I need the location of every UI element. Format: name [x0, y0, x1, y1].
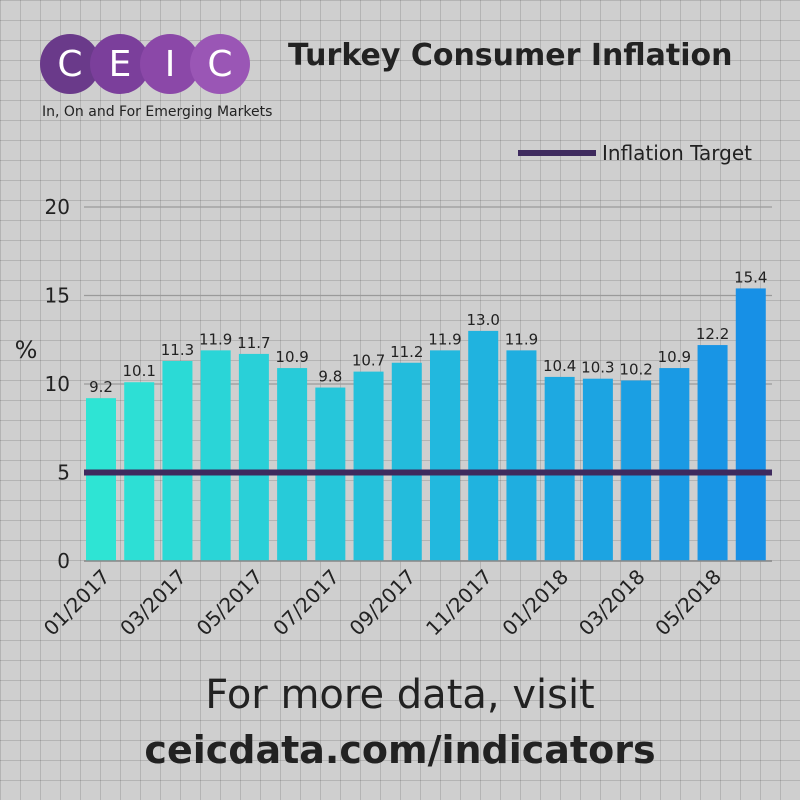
y-tick-label: 20: [45, 195, 70, 219]
logo-letter-c2: C: [190, 34, 250, 94]
data-label: 10.1: [123, 362, 156, 380]
chart-title: Turkey Consumer Inflation: [288, 38, 733, 73]
data-label: 10.7: [352, 352, 385, 370]
data-label: 11.2: [390, 343, 423, 361]
data-label: 10.3: [581, 359, 614, 377]
data-label: 10.4: [543, 357, 576, 375]
data-label: 11.9: [505, 330, 538, 348]
data-label: 11.9: [428, 330, 461, 348]
data-label: 10.9: [658, 348, 691, 366]
bar: [735, 288, 766, 561]
logo-tagline: In, On and For Emerging Markets: [42, 104, 273, 120]
x-tick-label: 11/2017: [421, 565, 497, 641]
footer-link[interactable]: ceicdata.com/indicators: [144, 728, 656, 772]
x-tick-label: 03/2018: [574, 565, 650, 641]
data-label: 10.2: [619, 360, 652, 378]
bar: [430, 350, 460, 561]
y-tick-label: 5: [57, 461, 70, 485]
bar: [200, 350, 231, 561]
bar: [659, 368, 690, 561]
y-tick-label: 15: [45, 284, 70, 308]
x-tick-label: 05/2017: [192, 565, 268, 641]
x-tick-label: 01/2017: [39, 565, 115, 641]
legend-label: Inflation Target: [602, 141, 752, 165]
y-tick-label: 0: [57, 549, 70, 573]
x-tick-label: 03/2017: [115, 565, 191, 641]
y-axis-label: %: [15, 336, 38, 364]
footer-text: For more data, visit: [205, 672, 595, 718]
data-label: 11.7: [237, 334, 270, 352]
bar: [506, 350, 537, 561]
bar: [697, 345, 728, 561]
legend-swatch: [518, 150, 596, 156]
bar: [277, 368, 308, 561]
bar: [353, 371, 384, 561]
bar: [238, 353, 269, 561]
data-label: 15.4: [734, 268, 767, 286]
bar: [162, 360, 193, 561]
x-tick-label: 09/2017: [345, 565, 421, 641]
data-label: 10.9: [275, 348, 308, 366]
y-tick-label: 10: [45, 372, 70, 396]
bar: [86, 398, 116, 561]
data-label: 12.2: [696, 325, 729, 343]
bar: [544, 376, 575, 561]
data-label: 9.2: [89, 378, 113, 396]
ceic-logo: C E I C In, On and For Emerging Markets: [40, 34, 272, 124]
data-label: 13.0: [467, 311, 500, 329]
data-label: 11.9: [199, 330, 232, 348]
chart-legend: Inflation Target: [518, 140, 752, 166]
data-label: 9.8: [318, 368, 342, 386]
x-tick-label: 07/2017: [268, 565, 344, 641]
bar: [391, 362, 422, 561]
logo-circles: C E I C: [40, 34, 250, 94]
x-tick-label: 05/2018: [650, 565, 726, 641]
bar: [468, 330, 499, 561]
data-label: 11.3: [161, 341, 194, 359]
x-tick-label: 01/2018: [497, 565, 573, 641]
